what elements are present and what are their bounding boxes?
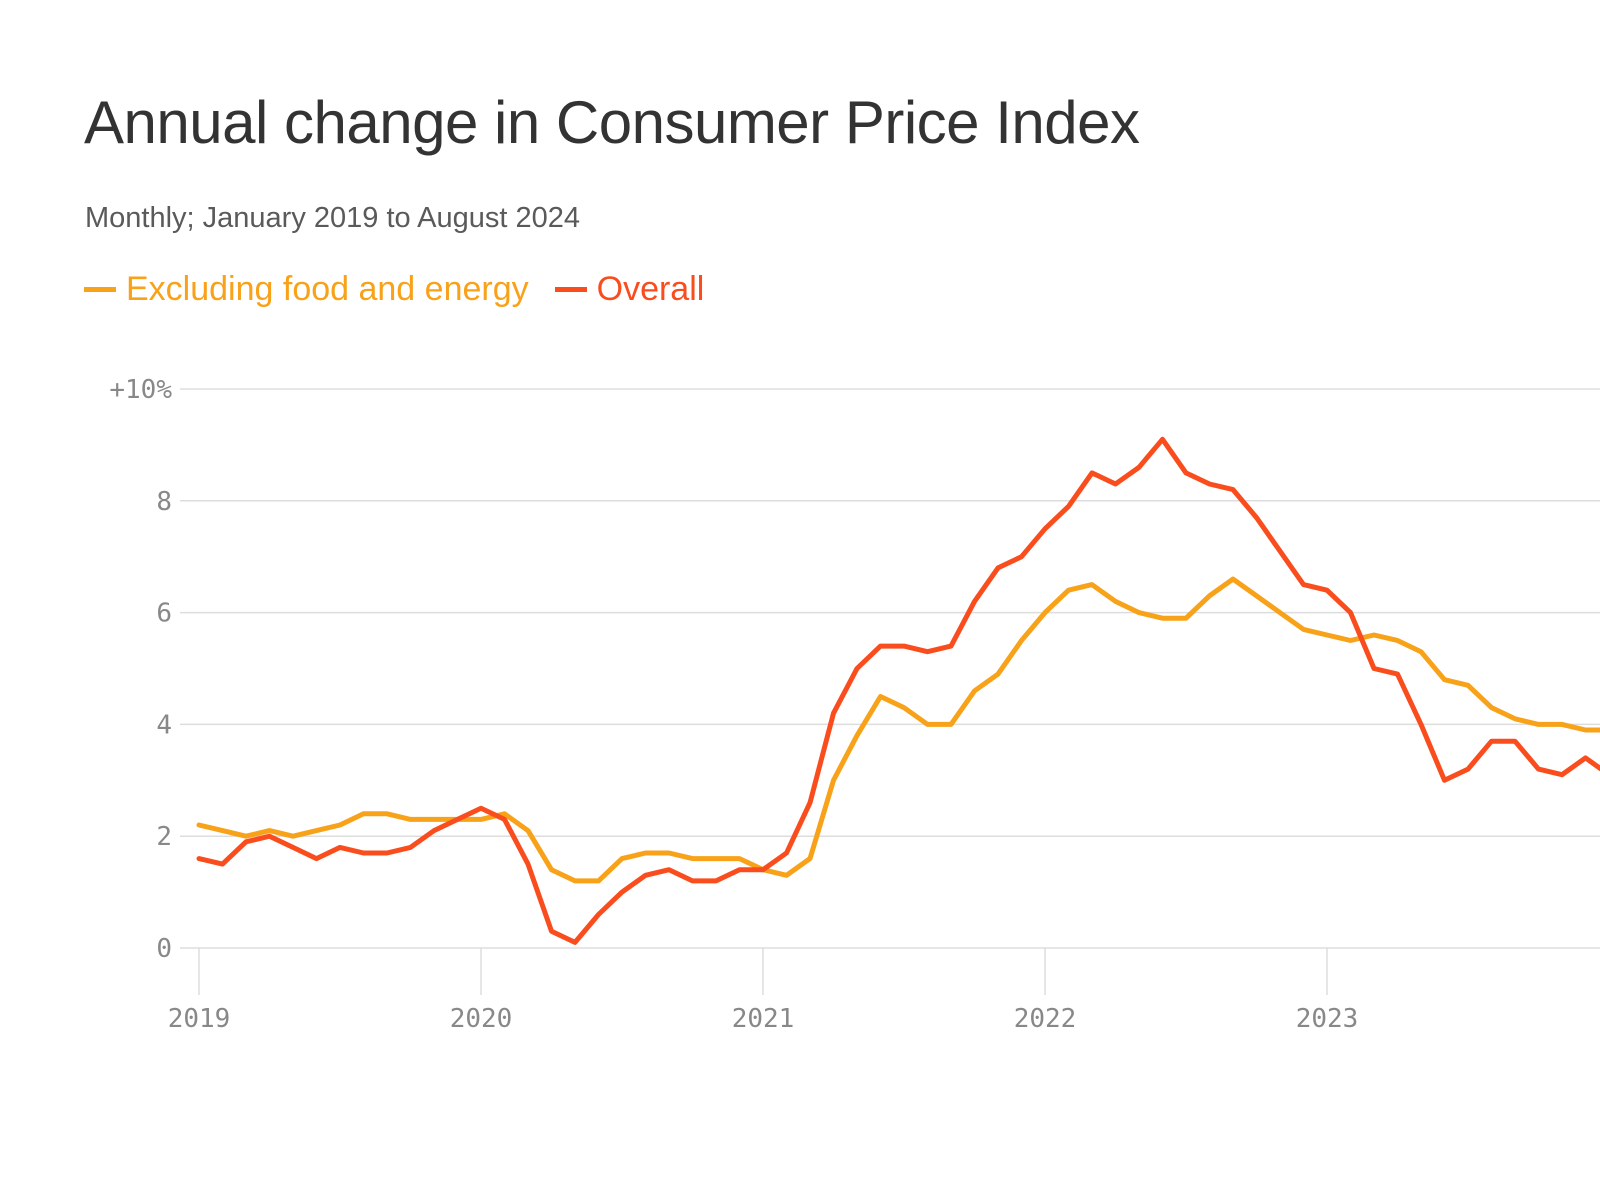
series-line-overall xyxy=(196,436,1600,945)
chart-subtitle: Monthly; January 2019 to August 2024 xyxy=(85,202,580,234)
y-tick-label: 8 xyxy=(156,487,172,517)
x-tick-label: 2019 xyxy=(168,1004,231,1034)
gridlines xyxy=(180,388,1600,949)
y-tick-label: 0 xyxy=(156,934,172,964)
x-tick-label: 2022 xyxy=(1014,1004,1077,1034)
x-tick-label: 2020 xyxy=(450,1004,513,1034)
legend: Excluding food and energy Overall xyxy=(84,270,730,309)
legend-item-overall: Overall xyxy=(554,270,705,309)
legend-swatch-core xyxy=(84,287,116,292)
y-axis-labels: 0 2 4 6 8 +10% xyxy=(109,375,172,964)
x-axis-labels: 2019 2020 2021 2022 2023 xyxy=(168,1004,1359,1034)
legend-label-overall: Overall xyxy=(596,270,705,308)
x-tick-marks xyxy=(198,948,1328,995)
y-tick-label: 2 xyxy=(156,822,172,852)
series-lines xyxy=(196,436,1600,945)
chart-title: Annual change in Consumer Price Index xyxy=(84,89,1140,156)
x-tick-label: 2021 xyxy=(732,1004,795,1034)
y-tick-label: +10% xyxy=(109,375,172,405)
x-tick-label: 2023 xyxy=(1296,1004,1359,1034)
legend-swatch-overall xyxy=(554,287,587,292)
y-tick-label: 6 xyxy=(156,599,172,629)
legend-label-core: Excluding food and energy xyxy=(126,270,529,308)
y-tick-label: 4 xyxy=(156,710,172,740)
legend-item-core: Excluding food and energy xyxy=(84,270,529,309)
